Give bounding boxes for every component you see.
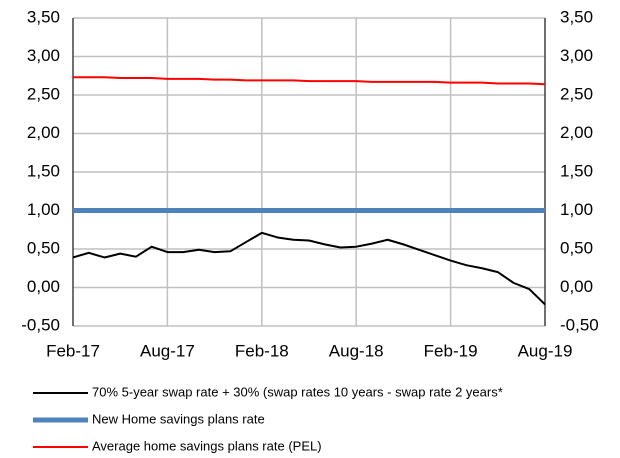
legend-label: 70% 5-year swap rate + 30% (swap rates 1… bbox=[92, 384, 503, 399]
y-tick-label: 3,00 bbox=[27, 46, 60, 65]
series-line bbox=[72, 231, 546, 306]
series-line bbox=[73, 76, 546, 86]
x-tick-label: Feb-19 bbox=[424, 341, 478, 360]
x-tick-label: Aug-18 bbox=[329, 341, 384, 360]
y-tick-label: 1,00 bbox=[27, 200, 60, 219]
y2-tick-label: -0,50 bbox=[560, 315, 599, 334]
y-tick-label: 2,00 bbox=[27, 123, 60, 142]
y2-tick-label: 2,50 bbox=[560, 84, 593, 103]
x-tick-label: Feb-18 bbox=[235, 341, 289, 360]
y2-tick-label: 2,00 bbox=[560, 123, 593, 142]
x-tick-label: Aug-19 bbox=[518, 341, 573, 360]
x-tick-label: Aug-17 bbox=[140, 341, 195, 360]
y-tick-label: 3,50 bbox=[27, 7, 60, 26]
legend-label: Average home savings plans rate (PEL) bbox=[92, 438, 322, 453]
x-tick-label: Feb-17 bbox=[46, 341, 100, 360]
y-tick-label: 0,50 bbox=[27, 238, 60, 257]
y-tick-label: 1,50 bbox=[27, 161, 60, 180]
y2-tick-label: 0,50 bbox=[560, 238, 593, 257]
y2-tick-label: 1,50 bbox=[560, 161, 593, 180]
y2-tick-label: 3,50 bbox=[560, 7, 593, 26]
y2-tick-label: 3,00 bbox=[560, 46, 593, 65]
y2-tick-label: 0,00 bbox=[560, 277, 593, 296]
y-tick-label: -0,50 bbox=[21, 315, 60, 334]
y-tick-label: 0,00 bbox=[27, 277, 60, 296]
y-tick-label: 2,50 bbox=[27, 84, 60, 103]
legend-label: New Home savings plans rate bbox=[92, 411, 265, 426]
y2-tick-label: 1,00 bbox=[560, 200, 593, 219]
